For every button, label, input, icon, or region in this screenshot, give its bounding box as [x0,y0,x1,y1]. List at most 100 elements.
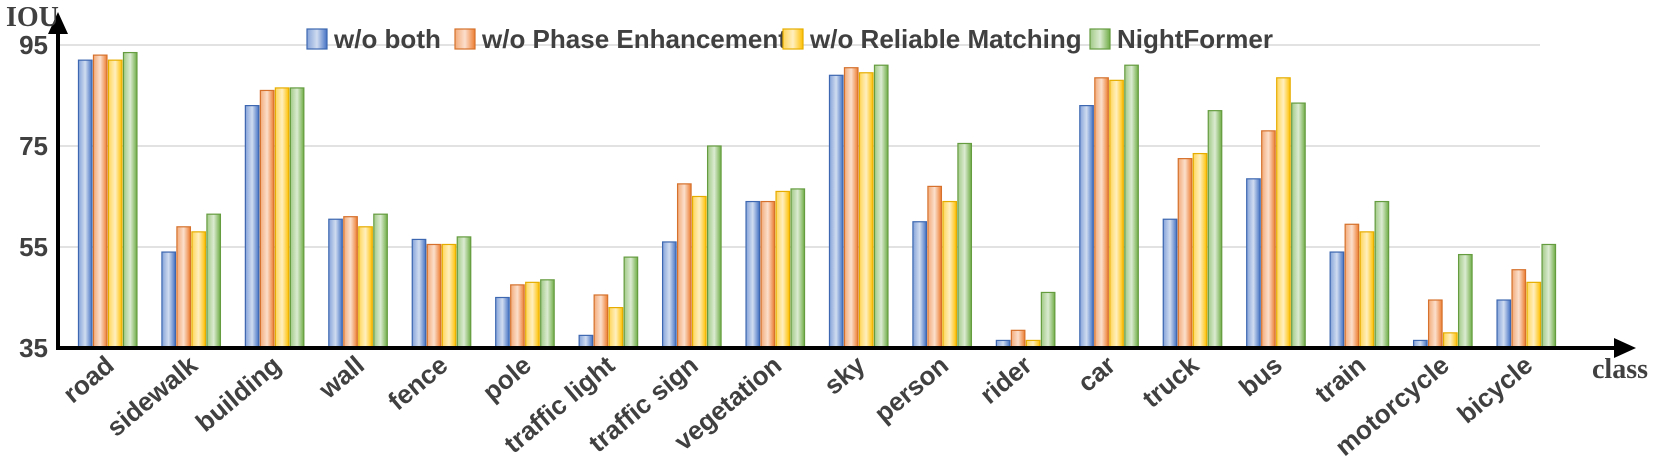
bar-person-nightformer [957,142,973,349]
bar-bicycle-nightformer [1541,243,1557,349]
legend-label: w/o both [333,24,441,54]
y-tick-label: 75 [19,131,48,161]
bar-car-w-o-both [1079,104,1094,349]
bar-traffic-sign-w-o-phase-enhancement [676,183,692,349]
bar-bus-w-o-reliable-matching [1276,77,1291,349]
bar-train-w-o-phase-enhancement [1344,223,1360,349]
legend: w/o both w/o Phase Enhancement w/o Reliabl… [306,24,1273,54]
x-tick-label: person [868,350,954,429]
bar-sky-nightformer [873,64,889,349]
legend-label: NightFormer [1117,24,1273,54]
x-tick-label: rider [974,350,1038,410]
bar-car-w-o-phase-enhancement [1094,77,1109,349]
bar-pole-nightformer [540,279,555,349]
legend-swatch [782,28,804,50]
bar-wall-w-o-phase-enhancement [343,216,358,349]
x-axis-arrow [1614,338,1636,358]
bar-pole-w-o-both [495,296,510,349]
bar-building-w-o-both [244,104,260,349]
bar-train-w-o-both [1329,251,1345,349]
x-axis-title: class [1592,354,1648,385]
legend-label: w/o Reliable Matching [809,24,1082,54]
bar-bicycle-w-o-reliable-matching [1526,281,1542,349]
bar-train-w-o-reliable-matching [1359,231,1375,349]
bar-sidewalk-w-o-both [161,251,177,349]
bar-traffic-sign-w-o-reliable-matching [691,195,707,349]
legend-label: w/o Phase Enhancement [481,24,787,54]
bar-truck-w-o-phase-enhancement [1177,158,1193,349]
bar-building-w-o-phase-enhancement [259,89,275,349]
bar-person-w-o-phase-enhancement [927,185,943,349]
x-tick-label: sidewalk [101,349,204,442]
bar-bus-nightformer [1291,102,1306,349]
x-tick-label: train [1309,350,1371,409]
bar-fence-w-o-reliable-matching [441,243,457,349]
bars [77,51,1557,349]
legend-swatch [306,28,328,50]
bar-sidewalk-w-o-reliable-matching [191,231,207,349]
bar-motorcycle-w-o-phase-enhancement [1427,299,1443,349]
bar-vegetation-w-o-reliable-matching [775,190,791,349]
bar-sky-w-o-both [828,74,844,349]
x-tick-label: building [190,350,287,438]
bar-motorcycle-w-o-reliable-matching [1442,332,1458,349]
bar-sidewalk-w-o-phase-enhancement [176,226,192,349]
legend-swatch [1089,28,1111,50]
x-tick-label: wall [312,350,370,405]
bar-sky-w-o-phase-enhancement [843,67,859,349]
bar-vegetation-w-o-phase-enhancement [760,200,776,349]
bar-building-nightformer [289,87,305,349]
bar-train-nightformer [1374,200,1390,349]
bar-bicycle-w-o-phase-enhancement [1511,269,1527,349]
bar-building-w-o-reliable-matching [274,87,290,349]
x-tick-label: bicycle [1451,350,1538,430]
bar-road-w-o-both [77,59,93,349]
bar-truck-w-o-both [1162,218,1178,349]
bar-pole-w-o-phase-enhancement [510,284,525,349]
bar-traffic-sign-nightformer [706,145,722,349]
legend-swatch [454,28,476,50]
bar-person-w-o-both [912,221,928,349]
bar-bus-w-o-phase-enhancement [1261,130,1276,349]
x-tick-label: bus [1233,350,1288,403]
bar-traffic-light-nightformer [623,256,639,349]
y-axis-title: IOU [6,2,59,33]
bar-wall-w-o-both [328,218,343,349]
x-tick-label: car [1072,350,1121,398]
bar-sidewalk-nightformer [206,213,222,349]
bar-wall-nightformer [373,213,388,349]
x-tick-label: pole [477,350,537,407]
bar-fence-nightformer [456,236,472,349]
axes [48,12,1636,358]
bar-bus-w-o-both [1246,178,1261,349]
bar-car-nightformer [1124,64,1139,349]
bar-sky-w-o-reliable-matching [858,72,874,349]
bar-truck-nightformer [1207,110,1223,349]
bar-traffic-sign-w-o-both [661,241,677,349]
y-tick-label: 95 [19,30,48,60]
bar-wall-w-o-reliable-matching [358,226,373,349]
bar-road-nightformer [122,51,138,349]
x-tick-label: fence [382,350,453,417]
y-tick-labels: 35 55 75 95 [19,30,48,363]
bar-rider-nightformer [1040,291,1056,349]
bar-rider-w-o-phase-enhancement [1010,329,1026,349]
bar-traffic-light-w-o-phase-enhancement [593,294,609,349]
bar-road-w-o-reliable-matching [107,59,123,349]
y-tick-label: 55 [19,232,48,262]
x-tick-label: truck [1136,349,1204,413]
bar-fence-w-o-phase-enhancement [426,243,442,349]
bar-fence-w-o-both [411,238,427,349]
bar-road-w-o-phase-enhancement [92,54,108,349]
bar-motorcycle-nightformer [1457,253,1473,349]
x-tick-label: road [57,350,119,409]
bar-person-w-o-reliable-matching [942,200,958,349]
bar-pole-w-o-reliable-matching [525,281,540,349]
y-tick-label: 35 [19,333,48,363]
x-tick-label: sky [818,349,871,400]
bar-vegetation-nightformer [790,188,806,349]
y-axis-arrow [48,12,68,34]
bar-truck-w-o-reliable-matching [1192,152,1208,349]
